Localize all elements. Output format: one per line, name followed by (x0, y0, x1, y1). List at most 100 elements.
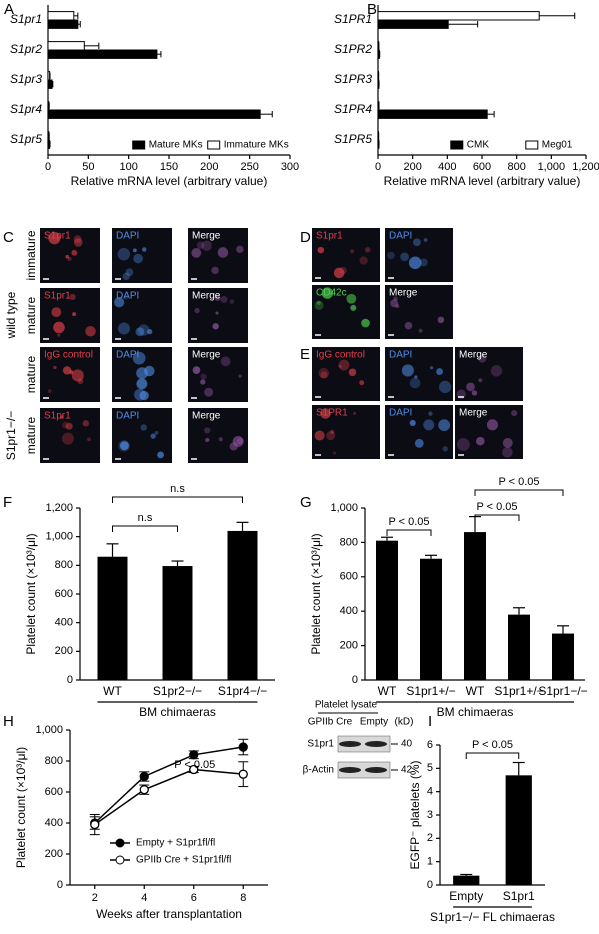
point (139, 785, 149, 795)
group-label: S1pr1−/− FL chimaeras (430, 910, 555, 924)
micrograph-label: IgG control (316, 350, 365, 361)
bracket (112, 525, 178, 532)
legend-label: Mature MKs (149, 140, 203, 151)
micrograph-label: S1pr1 (44, 291, 71, 302)
micrograph: DAPI (112, 408, 172, 463)
y-tick-label: 400 (340, 605, 358, 617)
panel-letter: E (300, 346, 310, 363)
cell (478, 378, 483, 383)
blot-band (339, 767, 361, 773)
x-tick-label: 200 (200, 161, 218, 173)
micrograph-bg (188, 408, 248, 463)
blot-title: Platelet lysate (315, 700, 378, 711)
cell (502, 437, 513, 448)
bracket (465, 752, 520, 759)
cell (511, 409, 518, 417)
x-tick-label: 50 (82, 161, 94, 173)
micrograph-label: DAPI (389, 231, 412, 242)
legend-swatch (525, 140, 539, 150)
cell (236, 437, 244, 445)
micrograph: IgG control (312, 347, 380, 401)
group-label: BM chimaeras (437, 705, 514, 719)
point (189, 750, 199, 760)
micrograph-label: DAPI (116, 350, 139, 361)
cell (211, 266, 219, 275)
panel-letter: A (4, 1, 14, 18)
cell (238, 374, 242, 378)
cell (118, 322, 130, 335)
cell (119, 441, 129, 451)
y-tick-label: 200 (45, 848, 63, 860)
micrograph-label: Merge (192, 350, 221, 361)
x-axis-label: Relative mRNA level (arbitrary value) (384, 174, 581, 188)
cell (359, 256, 368, 265)
cell (423, 238, 428, 242)
legend-label: GPIIb Cre + S1pr1fl/fl (136, 855, 231, 866)
point (238, 742, 248, 752)
cell (47, 389, 52, 394)
micrograph-label: Merge (192, 291, 221, 302)
micrograph: DAPI (112, 347, 172, 402)
x-axis-label: Weeks after transplantation (96, 907, 242, 921)
micrograph: DAPI (385, 405, 453, 459)
annotation: P < 0.05 (174, 759, 215, 771)
cell (217, 247, 229, 258)
cell (490, 365, 503, 377)
micrograph-label: S1PR1 (316, 408, 348, 419)
micrograph-bg (188, 347, 248, 402)
micrograph-bg (312, 228, 380, 282)
cell (232, 435, 244, 447)
cell (147, 329, 153, 335)
group-label: BM chimaeras (139, 705, 216, 719)
category-label: S1pr4 (10, 102, 42, 116)
cell (138, 324, 150, 336)
x-tick-label: 800 (507, 161, 525, 173)
cell (437, 316, 445, 324)
cell (114, 297, 125, 308)
cell (400, 252, 409, 262)
cell (409, 419, 416, 427)
group-label: wild type (4, 291, 18, 339)
cell (338, 359, 350, 371)
micrograph-bg (112, 228, 172, 283)
micrograph-bg (112, 288, 172, 343)
cell (85, 326, 96, 337)
x-tick-label: WT (103, 684, 122, 698)
blot-row-label: β-Actin (303, 765, 334, 776)
kd-label: 40 (401, 739, 413, 750)
bar (376, 540, 398, 680)
y-axis-label: Platelet count (×10³/μl) (309, 533, 323, 654)
cell (132, 248, 137, 253)
cell (201, 240, 212, 251)
micrograph-bg (455, 405, 523, 459)
point (189, 764, 199, 775)
bar (47, 49, 158, 59)
row-label: mature (24, 417, 38, 455)
cell (194, 307, 200, 314)
legend-label: CMK (467, 140, 490, 151)
x-tick-label: 0 (375, 161, 381, 173)
cell (320, 371, 328, 379)
bar (508, 614, 530, 680)
micrograph-bg (385, 285, 453, 339)
annotation: P < 0.05 (476, 501, 517, 513)
x-tick-label: S1pr1−/− (538, 684, 587, 698)
cell (419, 258, 428, 267)
blot-unit: (kD) (395, 717, 414, 728)
cell (359, 380, 365, 386)
cell (321, 287, 334, 299)
cell (387, 251, 395, 260)
y-tick-label: 400 (45, 817, 63, 829)
category-label: S1PR5 (334, 132, 372, 146)
cell (124, 295, 129, 300)
cell (220, 356, 231, 367)
cell (62, 366, 72, 375)
category-label: S1pr5 (10, 132, 42, 146)
cell (61, 432, 74, 445)
cell (133, 253, 143, 264)
cell (215, 311, 219, 315)
y-tick-label: 1,000 (35, 724, 63, 736)
bar (47, 139, 51, 149)
y-tick-label: 1,000 (330, 502, 358, 514)
cell (438, 380, 452, 394)
